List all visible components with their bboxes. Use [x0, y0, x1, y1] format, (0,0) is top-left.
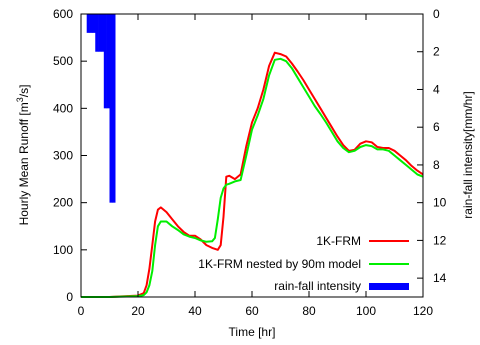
series-line-frm-nested: [81, 57, 424, 298]
x-tick-label: 20: [131, 304, 145, 318]
rain-bar: [98, 14, 102, 52]
x-axis: 0 20 40 60 80 100 120: [78, 14, 433, 318]
legend-label: rain-fall intensity: [274, 279, 361, 293]
series-lines: [81, 51, 424, 298]
y-axis: 0 100 200 300 400 500 600: [53, 7, 87, 304]
y-tick-label: 600: [53, 7, 73, 21]
y-tick-label: 500: [53, 54, 73, 68]
legend-swatch: [369, 283, 409, 290]
rain-bar: [89, 14, 93, 33]
x-tick-label: 40: [188, 304, 202, 318]
y-tick-label: 300: [53, 149, 73, 163]
rain-bar: [86, 14, 90, 33]
y-axis-label-tail: /s]: [17, 85, 31, 98]
y2-axis: 0 2 4 6 8 10 12 14: [417, 7, 447, 285]
rain-bar: [95, 14, 99, 52]
y2-tick-label: 8: [433, 158, 440, 172]
rain-bar: [100, 14, 105, 52]
rain-bar: [109, 14, 113, 203]
y-tick-label: 0: [66, 290, 73, 304]
y2-tick-label: 6: [433, 120, 440, 134]
x-tick-label: 100: [356, 304, 376, 318]
rain-bar: [92, 14, 96, 33]
x-tick-label: 60: [245, 304, 259, 318]
legend-label: 1K-FRM nested by 90m model: [198, 257, 361, 271]
x-tick-label: 120: [413, 304, 433, 318]
y2-tick-label: 0: [433, 7, 440, 21]
rain-bar: [112, 14, 116, 203]
rain-bar: [106, 14, 110, 109]
y2-tick-label: 4: [433, 82, 440, 96]
y2-tick-label: 2: [433, 45, 440, 59]
y-tick-label: 200: [53, 196, 73, 210]
rain-bar: [103, 14, 107, 109]
x-axis-label: Time [hr]: [229, 325, 276, 339]
x-tick-label: 80: [302, 304, 316, 318]
y2-tick-label: 10: [433, 196, 447, 210]
x-tick-label: 0: [78, 304, 85, 318]
plot-frame: [80, 13, 424, 298]
legend-label: 1K-FRM: [316, 234, 361, 248]
y-tick-label: 100: [53, 243, 73, 257]
y2-tick-label: 12: [433, 233, 447, 247]
y2-axis-label: rain-fall intensity[mm/hr]: [461, 91, 475, 218]
y-axis-label-sup: 3: [15, 97, 25, 102]
y-axis-label-main: Hourly Mean Runoff [m: [17, 102, 31, 225]
rain-bars: [86, 14, 116, 203]
legend: 1K-FRM 1K-FRM nested by 90m model rain-fal…: [198, 234, 409, 293]
y2-tick-label: 14: [433, 271, 447, 285]
y-axis-label: Hourly Mean Runoff [m3/s]: [15, 85, 31, 226]
y-tick-label: 400: [53, 101, 73, 115]
series-line-frm: [81, 51, 424, 298]
